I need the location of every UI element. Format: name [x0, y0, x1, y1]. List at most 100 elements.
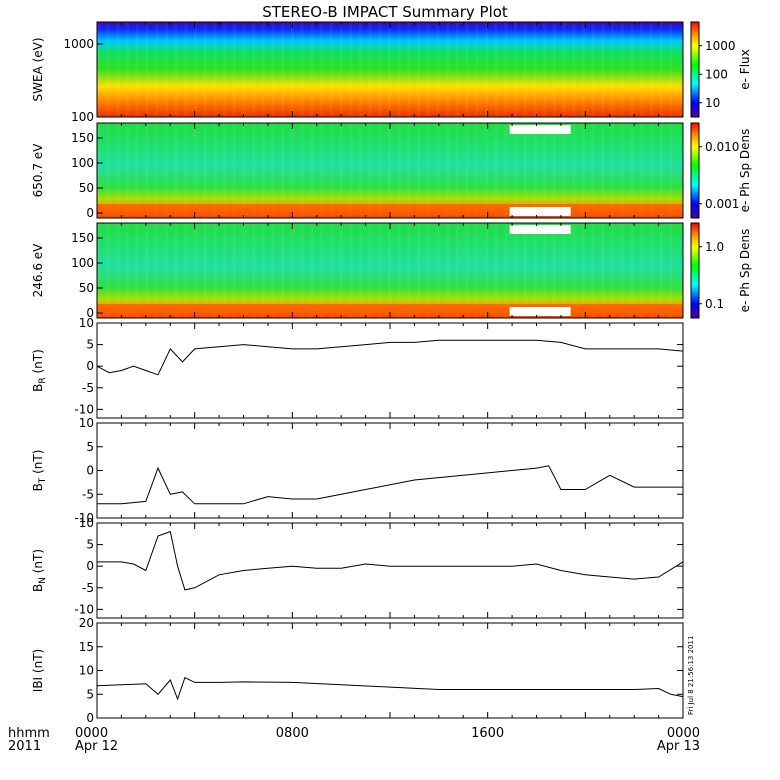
panel-5: 10 5 0 -5 -10 BT (nT)	[31, 416, 684, 525]
texture-streak	[358, 22, 362, 117]
y-tick-label: 150	[71, 131, 94, 145]
y-axis-label: BR (nT)	[31, 349, 48, 392]
colorbar-tick-label: 1000	[705, 39, 736, 53]
texture-streak	[485, 223, 488, 318]
y-tick-label: 150	[71, 231, 94, 245]
texture-streak	[358, 223, 362, 318]
texture-streak	[572, 223, 576, 318]
texture-streak	[97, 123, 100, 218]
panel-3: 1.0 0.1 e- Ph Sp Dens 150 100 50 0 246.6 eV	[31, 222, 752, 320]
texture-streak	[145, 123, 149, 218]
spectrogram	[97, 123, 683, 218]
x-tick-date-label: Apr 13	[657, 739, 700, 754]
texture-streak	[504, 123, 508, 218]
texture-streak	[281, 22, 285, 117]
texture-streak	[203, 223, 207, 318]
texture-streak	[291, 223, 294, 318]
data-gap-top	[509, 125, 571, 134]
y-tick-label: -10	[74, 602, 94, 616]
texture-streak	[339, 223, 343, 318]
texture-streak	[155, 22, 159, 117]
texture-streak	[174, 22, 178, 117]
texture-streak	[184, 123, 188, 218]
texture-streak	[475, 223, 479, 318]
texture-streak	[261, 22, 265, 117]
texture-streak	[523, 223, 527, 318]
texture-streak	[271, 223, 275, 318]
texture-streak	[611, 223, 615, 318]
texture-streak	[514, 123, 518, 218]
texture-streak	[562, 223, 566, 318]
texture-streak	[640, 123, 644, 218]
texture-streak	[145, 223, 149, 318]
texture-streak	[339, 123, 343, 218]
y-tick-label: 100	[71, 256, 94, 270]
texture-streak	[223, 223, 227, 318]
texture-streak	[320, 123, 324, 218]
texture-streak	[388, 22, 391, 117]
texture-streak	[97, 22, 100, 117]
texture-streak	[242, 223, 246, 318]
texture-streak	[669, 123, 673, 218]
texture-streak	[659, 22, 663, 117]
texture-streak	[329, 123, 333, 218]
texture-streak	[184, 223, 188, 318]
y-tick-label: 10	[79, 516, 94, 530]
texture-streak	[552, 223, 556, 318]
texture-streak	[329, 22, 333, 117]
y-tick-label: 5	[86, 687, 94, 701]
texture-streak	[174, 223, 178, 318]
texture-streak	[155, 223, 159, 318]
texture-streak	[417, 22, 421, 117]
colorbar-tick-label: 0.010	[705, 140, 739, 154]
texture-streak	[203, 123, 207, 218]
texture-streak	[514, 22, 518, 117]
texture-streak	[630, 223, 634, 318]
series-line	[96, 339, 684, 376]
y-tick-label: 0	[86, 464, 94, 478]
texture-streak	[504, 223, 508, 318]
series-line	[96, 676, 684, 701]
texture-streak	[116, 223, 120, 318]
texture-streak	[184, 22, 188, 117]
texture-streak	[378, 223, 382, 318]
texture-streak	[203, 22, 207, 117]
texture-streak	[368, 223, 372, 318]
texture-streak	[465, 223, 469, 318]
texture-streak	[582, 223, 585, 318]
colorbar	[690, 122, 700, 219]
colorbar-tick-label: 0.1	[705, 297, 724, 311]
panel-7: 20 15 10 5 0 IBI (nT)	[31, 616, 684, 725]
texture-streak	[659, 223, 663, 318]
texture-streak	[562, 123, 566, 218]
texture-streak	[426, 223, 430, 318]
texture-streak	[271, 123, 275, 218]
texture-streak	[417, 123, 421, 218]
texture-streak	[164, 22, 168, 117]
texture-streak	[591, 223, 595, 318]
texture-streak	[300, 223, 304, 318]
panel-frame	[96, 522, 684, 619]
texture-streak	[523, 123, 527, 218]
texture-streak	[339, 22, 343, 117]
texture-streak	[135, 123, 139, 218]
texture-streak	[252, 123, 256, 218]
texture-streak	[407, 223, 411, 318]
texture-streak	[485, 22, 488, 117]
texture-streak	[232, 123, 236, 218]
texture-streak	[649, 223, 653, 318]
texture-streak	[475, 22, 479, 117]
texture-streak	[320, 22, 324, 117]
x-tick-label: 0000	[75, 726, 108, 741]
data-gap-bottom	[509, 207, 571, 216]
texture-streak	[436, 22, 440, 117]
texture-streak	[582, 123, 585, 218]
texture-streak	[455, 123, 459, 218]
texture-streak	[601, 223, 605, 318]
y-tick-label: 50	[79, 281, 94, 295]
texture-streak	[620, 223, 624, 318]
y-tick-label: 0	[86, 359, 94, 373]
low-angle-band	[97, 204, 683, 214]
